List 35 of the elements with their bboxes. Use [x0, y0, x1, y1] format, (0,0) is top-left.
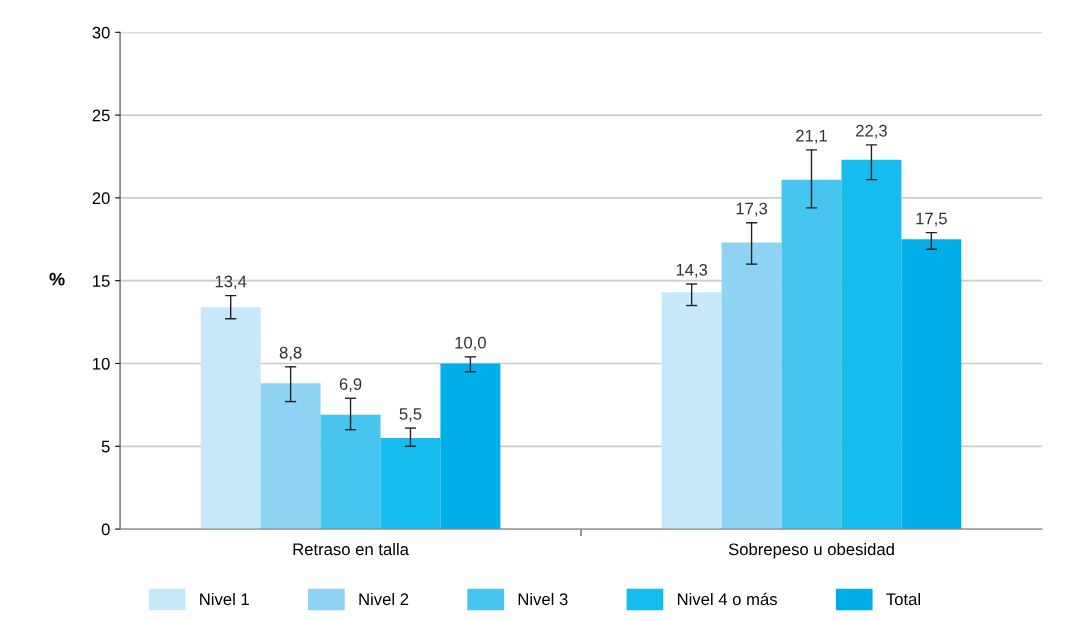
data-label: 8,8	[279, 346, 302, 361]
data-label: 14,3	[676, 263, 708, 278]
bar	[440, 363, 501, 530]
legend-label: Nivel 4 o más	[677, 592, 777, 606]
x-tick-label: Retraso en talla	[293, 542, 409, 556]
data-label: 17,5	[916, 212, 947, 227]
legend-label: Nivel 1	[200, 592, 249, 606]
bar	[260, 383, 321, 530]
bar	[200, 307, 261, 530]
legend-label: Nivel 3	[518, 592, 568, 606]
bar	[841, 159, 902, 530]
bar	[661, 292, 722, 530]
bar	[721, 242, 782, 530]
y-tick-label: 0	[101, 523, 110, 536]
bar	[380, 438, 441, 530]
data-label: 10,0	[455, 336, 486, 351]
legend-label: Total	[886, 592, 920, 606]
y-axis-title: %	[49, 272, 65, 286]
y-tick-label: 30	[92, 26, 110, 39]
y-tick-label: 5	[101, 440, 110, 453]
data-label: 22,3	[856, 124, 887, 139]
legend-label: Nivel 2	[359, 592, 409, 606]
data-label: 13,4	[215, 275, 247, 290]
y-tick-label: 25	[92, 109, 110, 122]
data-label: 6,9	[339, 378, 362, 392]
y-tick-label: 15	[93, 275, 110, 287]
y-tick-label: 10	[93, 357, 110, 370]
x-tick-label: Sobrepeso u obesidad	[728, 542, 894, 559]
data-label: 5,5	[399, 408, 422, 422]
data-label: 17,3	[736, 202, 768, 217]
bar	[320, 414, 381, 530]
bar	[781, 179, 842, 530]
bar	[901, 239, 962, 530]
y-tick-label: 20	[92, 192, 110, 205]
data-label: 21,1	[796, 129, 827, 144]
